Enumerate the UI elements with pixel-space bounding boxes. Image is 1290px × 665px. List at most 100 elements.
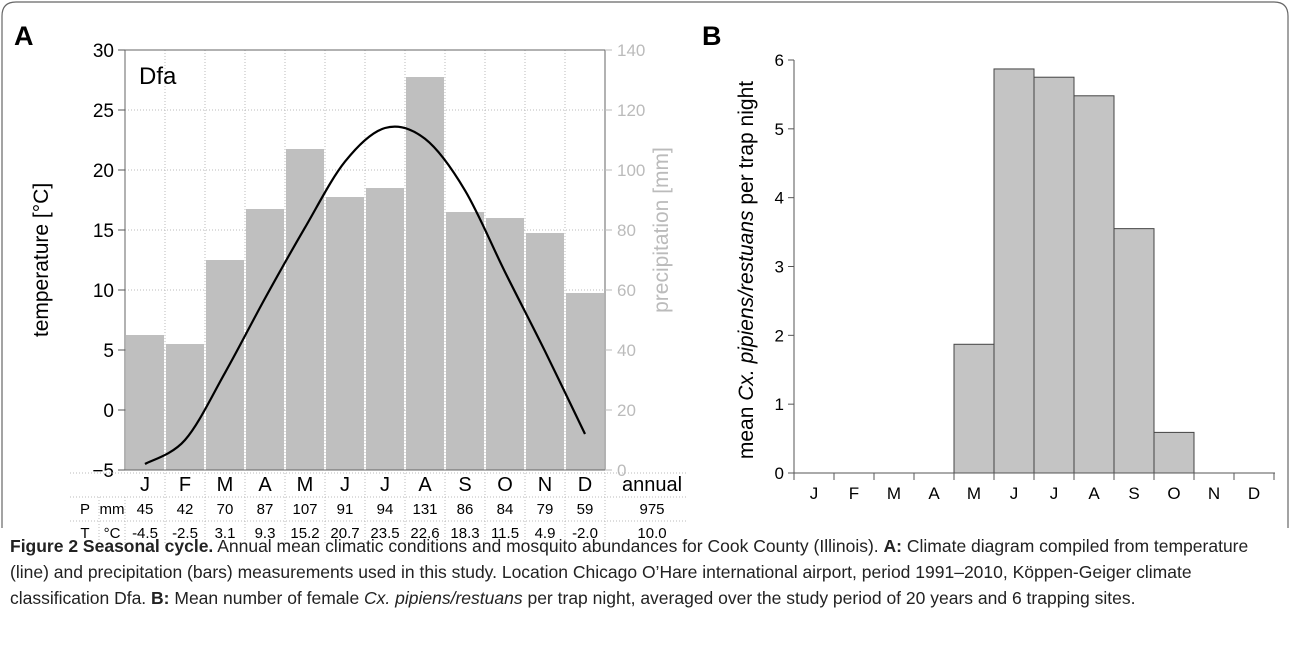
precipitation-tick-label: 140 xyxy=(617,41,645,60)
precipitation-bar xyxy=(246,209,284,470)
panel-b-letter: B xyxy=(702,21,722,51)
mosquito-month-label: D xyxy=(1248,484,1260,503)
table-cell: 91 xyxy=(337,501,354,518)
table-cell: -4.5 xyxy=(132,525,158,542)
table-cell: 86 xyxy=(457,501,474,518)
mosquito-y-tick-label: 0 xyxy=(775,464,784,483)
climate-month-label: S xyxy=(458,474,471,496)
mosquito-month-label: A xyxy=(928,484,940,503)
mosquito-month-label: O xyxy=(1167,484,1180,503)
mosquito-month-label: M xyxy=(967,484,981,503)
precipitation-tick-label: 0 xyxy=(617,461,626,480)
mosquito-bars xyxy=(953,68,1195,474)
mosquito-bar xyxy=(993,68,1035,474)
table-cell: 59 xyxy=(577,501,594,518)
figure-caption: Figure 2 Seasonal cycle. Annual mean cli… xyxy=(10,533,1275,611)
precipitation-bar xyxy=(126,335,164,470)
precipitation-bar xyxy=(326,197,364,470)
table-cell: 18.3 xyxy=(450,525,479,542)
mosquito-month-label: J xyxy=(1050,484,1059,503)
table-cell: 11.5 xyxy=(491,525,519,542)
mosquito-y-tick-label: 6 xyxy=(775,51,784,70)
caption-intro: Annual mean climatic conditions and mosq… xyxy=(213,536,884,556)
table-cell: 45 xyxy=(137,501,154,518)
caption-b-text-post: per trap night, averaged over the study … xyxy=(522,588,1136,608)
table-cell: 107 xyxy=(292,501,317,518)
mosquito-y-tick-label: 2 xyxy=(775,326,784,345)
precipitation-axis-title: precipitation [mm] xyxy=(650,147,673,313)
precipitation-bar xyxy=(486,218,524,470)
table-cell: 87 xyxy=(257,501,274,518)
precipitation-tick-label: 100 xyxy=(617,161,645,180)
table-cell: 94 xyxy=(377,501,394,518)
temperature-axis-title: temperature [°C] xyxy=(30,183,53,337)
mosquito-bar xyxy=(953,343,995,474)
mosquito-month-label: F xyxy=(849,484,859,503)
figure-border-left xyxy=(1,1,17,528)
mosquito-bar xyxy=(1113,228,1155,474)
precipitation-tick-label: 80 xyxy=(617,221,636,240)
climate-month-label: O xyxy=(497,474,513,496)
caption-figure-label: Figure 2 Seasonal cycle. xyxy=(10,536,214,556)
temperature-tick-label: −5 xyxy=(92,461,114,482)
mosquito-y-tick-label: 3 xyxy=(775,258,784,277)
table-cell: 79 xyxy=(537,501,554,518)
temperature-tick-label: 0 xyxy=(103,401,114,422)
climate-month-label: A xyxy=(418,474,432,496)
climate-month-label: A xyxy=(258,474,272,496)
climate-month-label: N xyxy=(538,474,552,496)
precipitation-bar xyxy=(366,188,404,470)
precipitation-axis: 0 20 40 60 80 100 120 140 xyxy=(605,41,645,480)
climate-month-label: M xyxy=(217,474,234,496)
mosquito-month-label: J xyxy=(810,484,819,503)
precipitation-bar xyxy=(286,149,324,470)
caption-a-text: Climate diagram compiled from temperatur… xyxy=(10,536,1249,608)
mosquito-y-tick-label: 4 xyxy=(775,189,784,208)
temperature-tick-label: 30 xyxy=(93,41,114,62)
mosquito-month-label: N xyxy=(1208,484,1220,503)
mosquito-month-label: J xyxy=(1010,484,1019,503)
precipitation-bar xyxy=(206,260,244,470)
temperature-line xyxy=(144,125,586,465)
panel-a-letter: A xyxy=(14,21,34,51)
table-cell: 23.5 xyxy=(370,525,399,542)
precipitation-tick-label: 120 xyxy=(617,101,645,120)
climate-month-label: J xyxy=(380,474,390,496)
precipitation-bar xyxy=(406,77,444,470)
table-row-unit: °C xyxy=(104,525,121,542)
climate-month-label: J xyxy=(340,474,350,496)
table-row-label: P xyxy=(80,501,90,518)
caption-b-text-pre: Mean number of female xyxy=(169,588,365,608)
table-cell: 9.3 xyxy=(255,525,276,542)
table-cell: 4.9 xyxy=(535,525,556,542)
mosquito-y-tick-label: 5 xyxy=(775,120,784,139)
temperature-tick-label: 5 xyxy=(103,341,114,362)
table-annual-cell: 10.0 xyxy=(637,525,666,542)
temperature-tick-label: 25 xyxy=(93,101,114,122)
table-cell: 131 xyxy=(412,501,437,518)
caption-a-label: A: xyxy=(883,536,902,556)
table-cell: 42 xyxy=(177,501,194,518)
table-row-label: T xyxy=(80,525,89,542)
table-cell: 15.2 xyxy=(290,525,319,542)
temperature-tick-label: 20 xyxy=(93,161,114,182)
precipitation-bar xyxy=(166,344,204,470)
table-annual-cell: 975 xyxy=(639,501,664,518)
climate-month-label: D xyxy=(578,474,592,496)
temperature-tick-label: 15 xyxy=(93,221,114,242)
table-cell: 22.6 xyxy=(410,525,439,542)
mosquito-month-label: A xyxy=(1088,484,1100,503)
mosquito-month-label: M xyxy=(887,484,901,503)
climate-month-label: F xyxy=(179,474,191,496)
climate-month-label: J xyxy=(140,474,150,496)
table-cell: 84 xyxy=(497,501,514,518)
mosquito-bar xyxy=(1153,431,1195,474)
table-cell: -2.5 xyxy=(172,525,198,542)
table-cell: 70 xyxy=(217,501,234,518)
climate-month-label: M xyxy=(297,474,314,496)
table-cell: 3.1 xyxy=(215,525,236,542)
mosquito-month-label: S xyxy=(1128,484,1139,503)
mosquito-y-ticks: 0 1 2 3 4 5 6 xyxy=(775,51,794,483)
